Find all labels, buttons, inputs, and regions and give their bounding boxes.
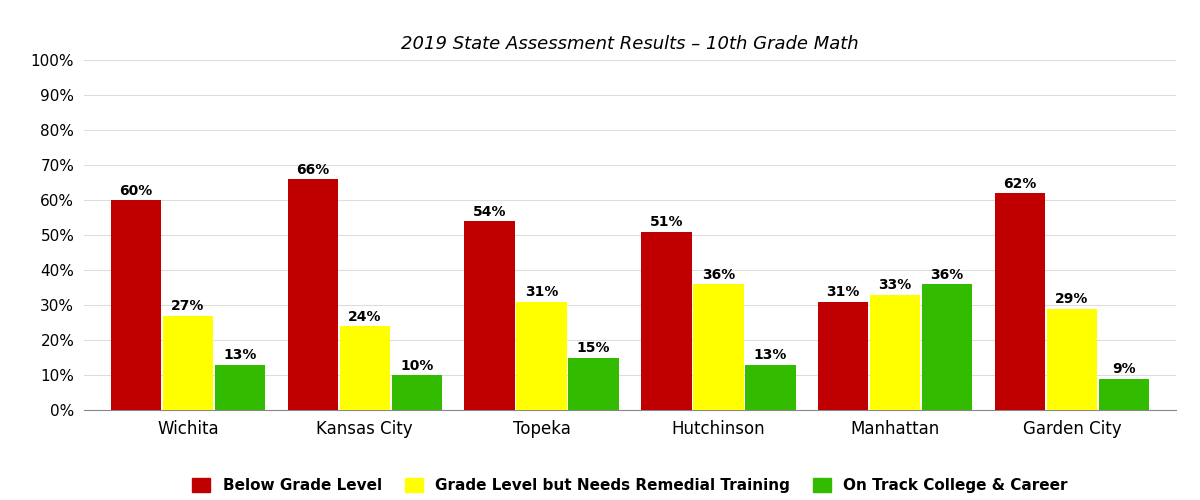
Bar	[464, 221, 515, 410]
Bar	[215, 364, 265, 410]
Bar	[1099, 378, 1150, 410]
Bar	[995, 193, 1045, 410]
Bar	[922, 284, 972, 410]
Bar	[569, 358, 619, 410]
Text: 54%: 54%	[473, 204, 506, 218]
Bar	[870, 294, 920, 410]
Bar	[818, 302, 869, 410]
Bar	[745, 364, 796, 410]
Text: 60%: 60%	[119, 184, 152, 198]
Bar	[340, 326, 390, 410]
Title: 2019 State Assessment Results – 10th Grade Math: 2019 State Assessment Results – 10th Gra…	[401, 35, 859, 53]
Text: 15%: 15%	[577, 341, 611, 355]
Text: 9%: 9%	[1112, 362, 1136, 376]
Text: 29%: 29%	[1055, 292, 1088, 306]
Text: 24%: 24%	[348, 310, 382, 324]
Bar	[516, 302, 566, 410]
Text: 27%: 27%	[172, 299, 205, 313]
Bar	[1046, 308, 1097, 410]
Bar	[391, 375, 442, 410]
Text: 66%: 66%	[296, 162, 330, 176]
Text: 51%: 51%	[649, 215, 683, 229]
Bar	[641, 232, 691, 410]
Text: 31%: 31%	[524, 285, 558, 299]
Text: 36%: 36%	[930, 268, 964, 281]
Bar	[288, 179, 338, 410]
Text: 13%: 13%	[754, 348, 787, 362]
Bar	[694, 284, 744, 410]
Text: 10%: 10%	[400, 358, 433, 372]
Text: 33%: 33%	[878, 278, 912, 292]
Text: 36%: 36%	[702, 268, 736, 281]
Bar	[110, 200, 161, 410]
Bar	[163, 316, 214, 410]
Text: 13%: 13%	[223, 348, 257, 362]
Text: 31%: 31%	[827, 285, 860, 299]
Legend: Below Grade Level, Grade Level but Needs Remedial Training, On Track College & C: Below Grade Level, Grade Level but Needs…	[192, 478, 1068, 494]
Text: 62%: 62%	[1003, 176, 1037, 190]
